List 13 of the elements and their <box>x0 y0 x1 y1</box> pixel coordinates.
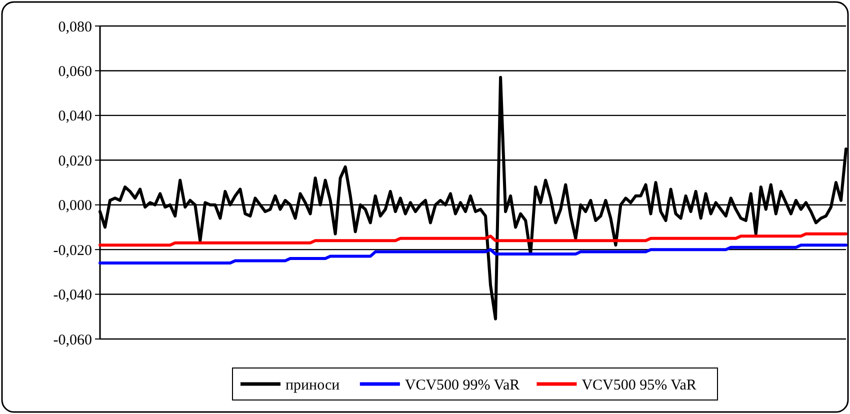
y-tick-label: 0,020 <box>58 153 92 170</box>
legend-label: VCV500 95% VaR <box>582 377 696 394</box>
y-tick-label: -0,060 <box>53 332 92 348</box>
y-tick-label: 0,040 <box>58 108 92 125</box>
y-tick-label: 0,060 <box>58 64 92 80</box>
y-tick-label: -0,020 <box>53 242 92 259</box>
y-tick-label: 0,000 <box>58 198 92 214</box>
legend-label: VCV500 99% VaR <box>404 377 520 394</box>
y-tick-label: 0,080 <box>58 19 92 36</box>
line-series <box>98 244 848 264</box>
line-series <box>98 232 848 247</box>
y-tick-label: -0,040 <box>53 288 92 304</box>
legend-label: приноси <box>286 377 340 394</box>
